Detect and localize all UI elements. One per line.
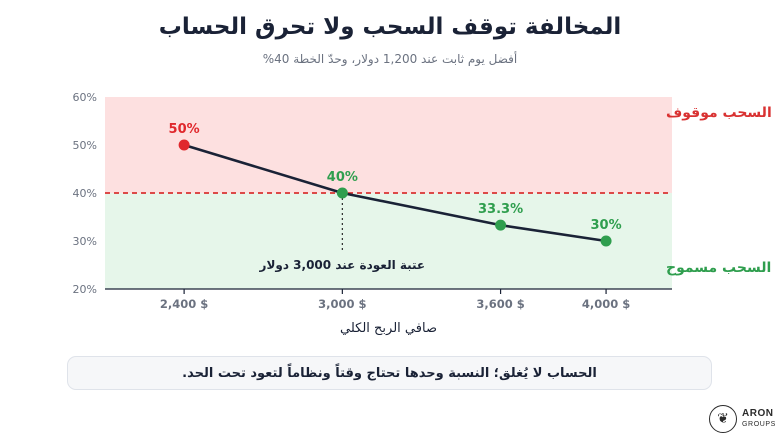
y-tick-label: 20%	[73, 283, 97, 296]
chart-title: المخالفة توقف السحب ولا تحرق الحساب	[158, 14, 622, 40]
data-points	[178, 139, 612, 247]
x-axis-title: صافي الربح الكلي	[340, 321, 437, 336]
x-axis: 2,400 $ 3,000 $ 3,600 $ 4,000 $	[160, 289, 630, 311]
y-tick-label: 30%	[73, 235, 97, 248]
zone-withdrawal-stopped	[105, 97, 672, 193]
zone-withdrawal-allowed	[105, 193, 672, 289]
data-point	[600, 235, 612, 247]
y-tick-label: 60%	[73, 91, 97, 104]
brand-logo: ❦ ARON GROUPS	[709, 405, 776, 435]
note-text: الحساب لا يُغلق؛ النسبة وحدها تحتاج وقتا…	[182, 366, 597, 381]
leaf-icon: ❦	[709, 405, 737, 433]
data-label: 50%	[169, 122, 200, 137]
logo-name: ARON	[742, 408, 774, 419]
data-label: 40%	[327, 170, 358, 185]
chart-subtitle: أفضل يوم ثابت عند 1,200 دولار، وحدّ الخط…	[262, 52, 518, 66]
y-tick-label: 40%	[73, 187, 97, 200]
series-line	[183, 143, 607, 243]
data-point	[495, 219, 507, 231]
note-box: الحساب لا يُغلق؛ النسبة وحدها تحتاج وقتا…	[67, 356, 712, 390]
data-labels: 50% 40% 33.3% 30%	[169, 122, 622, 233]
x-tick-label: 3,600 $	[476, 297, 524, 311]
data-label: 33.3%	[478, 202, 523, 217]
x-tick-label: 2,400 $	[160, 297, 208, 311]
logo-subname: GROUPS	[742, 421, 776, 428]
data-label: 30%	[591, 218, 622, 233]
y-tick-label: 50%	[73, 139, 97, 152]
threshold-label: عتبة العودة عند 3,000 دولار	[259, 258, 426, 273]
data-point	[178, 139, 190, 151]
zone-above-label: السحب موقوف	[666, 105, 772, 121]
data-point	[336, 187, 348, 199]
x-tick-label: 4,000 $	[582, 297, 630, 311]
y-axis: 20% 30% 40% 50% 60%	[73, 91, 97, 296]
x-tick-label: 3,000 $	[318, 297, 366, 311]
zone-below-label: السحب مسموح	[666, 260, 771, 276]
